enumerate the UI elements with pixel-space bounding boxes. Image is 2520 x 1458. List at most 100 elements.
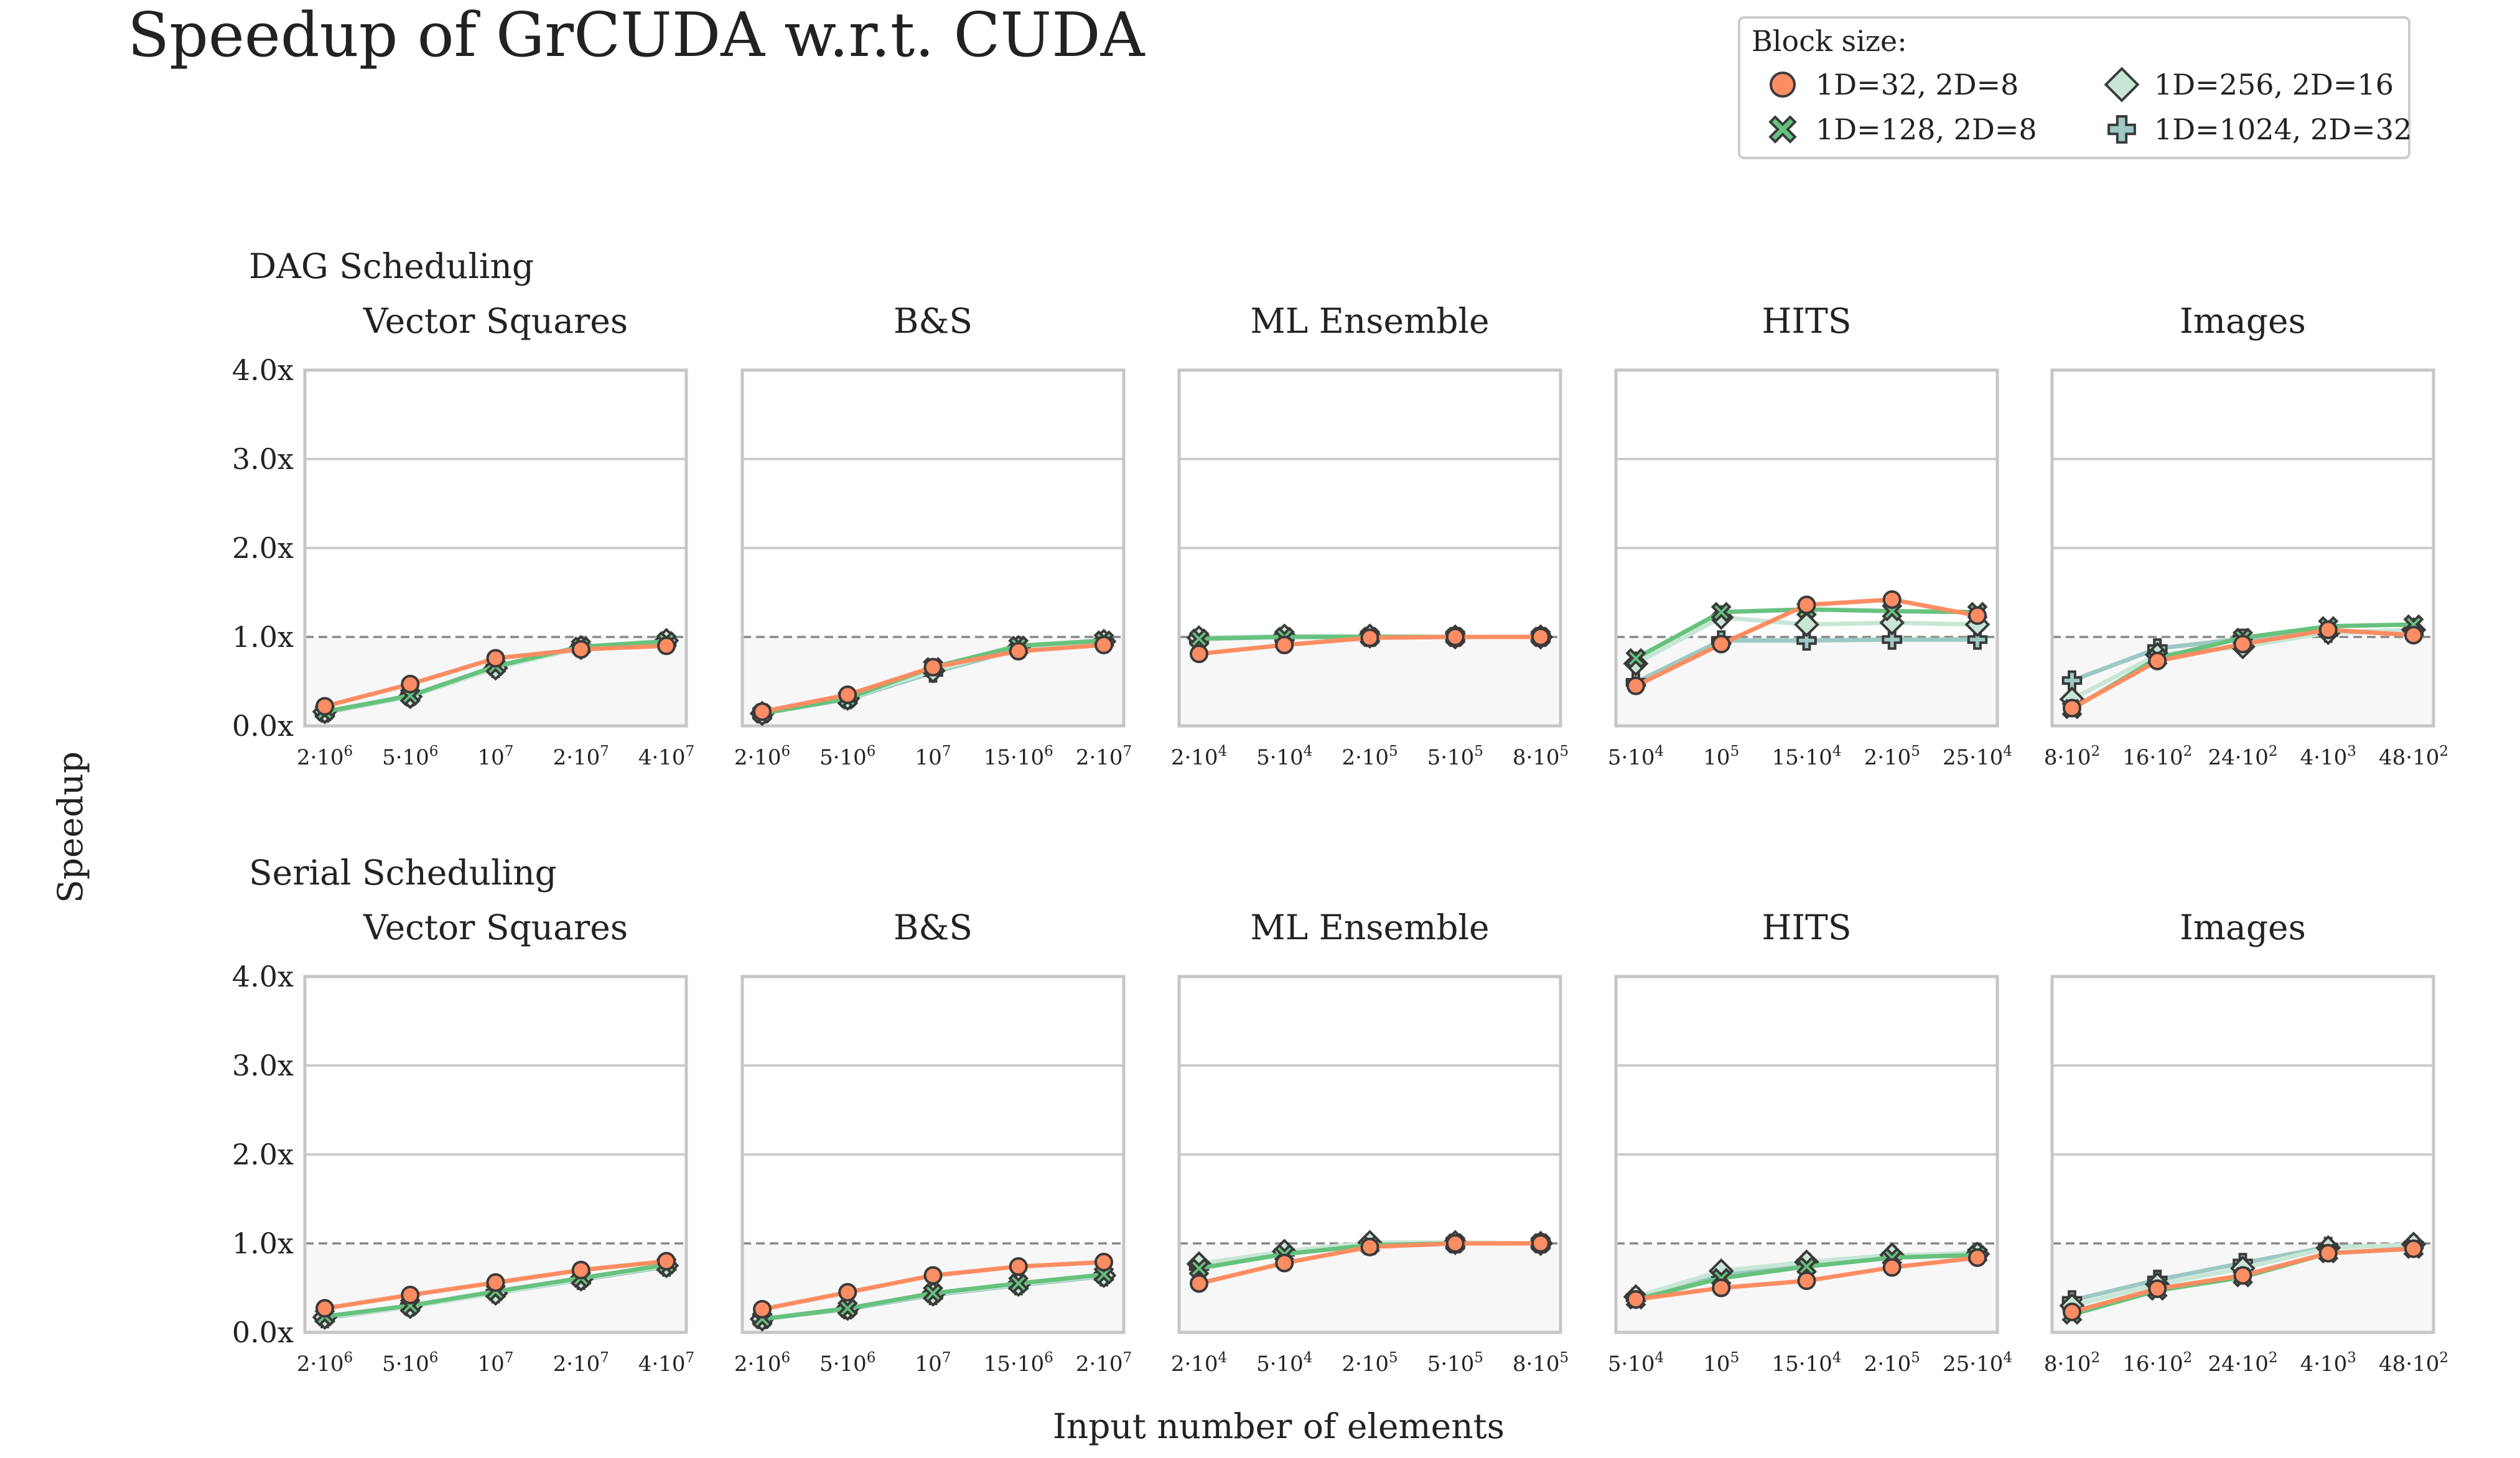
data-point-b32 <box>1445 628 1465 646</box>
x-tick-label: 25·104 <box>1943 743 2012 770</box>
marker-shape <box>1770 72 1796 98</box>
x-tick-base: 8·10 <box>2044 1352 2091 1377</box>
x-tick-base: 2·10 <box>1864 745 1911 770</box>
data-point-b32 <box>1797 1271 1816 1291</box>
x-tick-exponent: 6 <box>782 1350 791 1366</box>
marker-shape <box>315 1299 334 1318</box>
x-tick-label: 2·104 <box>1171 1350 1227 1377</box>
data-point-b32 <box>753 1299 772 1319</box>
marker-shape <box>1188 1258 1210 1279</box>
x-tick-base: 2·10 <box>297 745 344 770</box>
x-tick-base: 2·10 <box>297 1352 344 1377</box>
x-tick-exponent: 7 <box>505 1350 514 1366</box>
x-tick-label: 8·102 <box>2044 743 2100 770</box>
data-point-b32 <box>657 1251 676 1271</box>
panel-1-1: B&S2·106 5·106 107 15·106 2·107 <box>734 908 1132 1377</box>
x-tick-exponent: 5 <box>1560 743 1569 759</box>
data-point-b128 <box>837 1298 858 1319</box>
x-tick-exponent: 4 <box>1655 1350 1664 1366</box>
x-tick-base: 5·10 <box>1256 745 1304 770</box>
data-point-b32 <box>1531 628 1550 646</box>
data-point-b32 <box>1445 1234 1465 1253</box>
panel-frame <box>303 368 688 728</box>
data-point-b32 <box>1882 590 1902 609</box>
marker-shape <box>1710 601 1732 623</box>
x-tick-label: 2·106 <box>297 743 353 770</box>
data-point-b128 <box>1008 1273 1029 1294</box>
marker-shape <box>657 636 676 656</box>
series-b32 <box>1626 590 1987 695</box>
marker-shape <box>1796 630 1817 651</box>
marker-shape <box>1882 629 1903 650</box>
x-tick-label: 5·106 <box>819 743 875 770</box>
data-point-b32 <box>923 657 943 677</box>
marker-shape <box>1968 606 1987 625</box>
x-tick-base: 4·10 <box>2300 745 2348 770</box>
marker-shape <box>753 702 772 722</box>
x-tick-exponent: 2 <box>2269 743 2278 759</box>
x-tick-exponent: 4 <box>1655 743 1664 759</box>
marker-shape <box>571 1260 590 1279</box>
x-tick-label: 5·104 <box>1608 1350 1664 1377</box>
x-tick-base: 5·10 <box>1608 745 1655 770</box>
data-point-b32 <box>1094 635 1113 654</box>
x-tick-base: 24·10 <box>2208 745 2269 770</box>
x-tick-base: 10 <box>1703 745 1730 770</box>
x-tick-label: 107 <box>915 743 951 770</box>
marker-shape <box>2318 1243 2338 1263</box>
x-tick-base: 8·10 <box>1513 745 1560 770</box>
x-tick-label: 105 <box>1703 1350 1739 1377</box>
x-tick-exponent: 4 <box>2003 1350 2012 1366</box>
x-tick-exponent: 6 <box>867 1350 876 1366</box>
data-point-b32 <box>753 702 772 722</box>
row-0: DAG Scheduling Vector Squares 0.0x 1.0x 2.0x… <box>232 246 2448 770</box>
x-tick-exponent: 5 <box>1389 743 1398 759</box>
panel-title: ML Ensemble <box>1250 908 1489 947</box>
x-tick-label: 4·103 <box>2300 1350 2356 1377</box>
y-tick-label: 1.0x <box>232 1227 294 1260</box>
x-tick-base: 2·10 <box>1076 745 1123 770</box>
marker-shape <box>838 1283 857 1302</box>
marker-shape <box>1626 676 1645 695</box>
marker-shape <box>1625 648 1646 669</box>
marker-shape <box>1967 629 1988 650</box>
data-point-b32 <box>1882 1258 1902 1277</box>
panel-title: Images <box>2180 301 2306 341</box>
x-tick-exponent: 4 <box>2003 743 2012 759</box>
data-point-b128 <box>1625 648 1646 669</box>
x-tick-label: 5·104 <box>1608 743 1664 770</box>
x-tick-exponent: 4 <box>1218 743 1228 759</box>
x-tick-exponent: 6 <box>344 1350 353 1366</box>
x-tick-base: 48·10 <box>2379 745 2439 770</box>
data-point-b32 <box>1968 606 1987 625</box>
x-tick-base: 2·10 <box>1171 745 1218 770</box>
data-point-b32 <box>2063 1302 2081 1322</box>
x-tick-base: 15·10 <box>984 745 1044 770</box>
legend-marker-plus <box>2107 115 2136 144</box>
series-b1024 <box>1625 629 1988 693</box>
x-tick-exponent: 7 <box>1123 1350 1132 1366</box>
x-tick-label: 2·107 <box>1076 1350 1132 1377</box>
marker-shape <box>2233 634 2252 654</box>
x-axis-label: Input number of elements <box>1053 1406 1505 1446</box>
marker-shape <box>1009 1257 1028 1276</box>
x-tick-label: 5·104 <box>1256 1350 1312 1377</box>
data-point-b32 <box>401 1285 420 1304</box>
x-tick-exponent: 5 <box>1911 1350 1920 1366</box>
x-tick-base: 4·10 <box>638 745 686 770</box>
x-tick-label: 16·102 <box>2122 743 2192 770</box>
legend: Block size: 1D=32, 2D=8 1D=128, 2D=8 1D=256… <box>1738 16 2412 159</box>
x-tick-exponent: 7 <box>1123 743 1132 759</box>
marker-shape <box>2318 620 2338 639</box>
series-b32 <box>1190 1234 1550 1293</box>
x-tick-label: 15·106 <box>984 1350 1053 1377</box>
marker-shape <box>315 697 334 716</box>
x-tick-exponent: 6 <box>1044 743 1053 759</box>
x-tick-base: 2·10 <box>1076 1352 1123 1377</box>
legend-entry-b32: 1D=32, 2D=8 <box>1770 68 2018 101</box>
